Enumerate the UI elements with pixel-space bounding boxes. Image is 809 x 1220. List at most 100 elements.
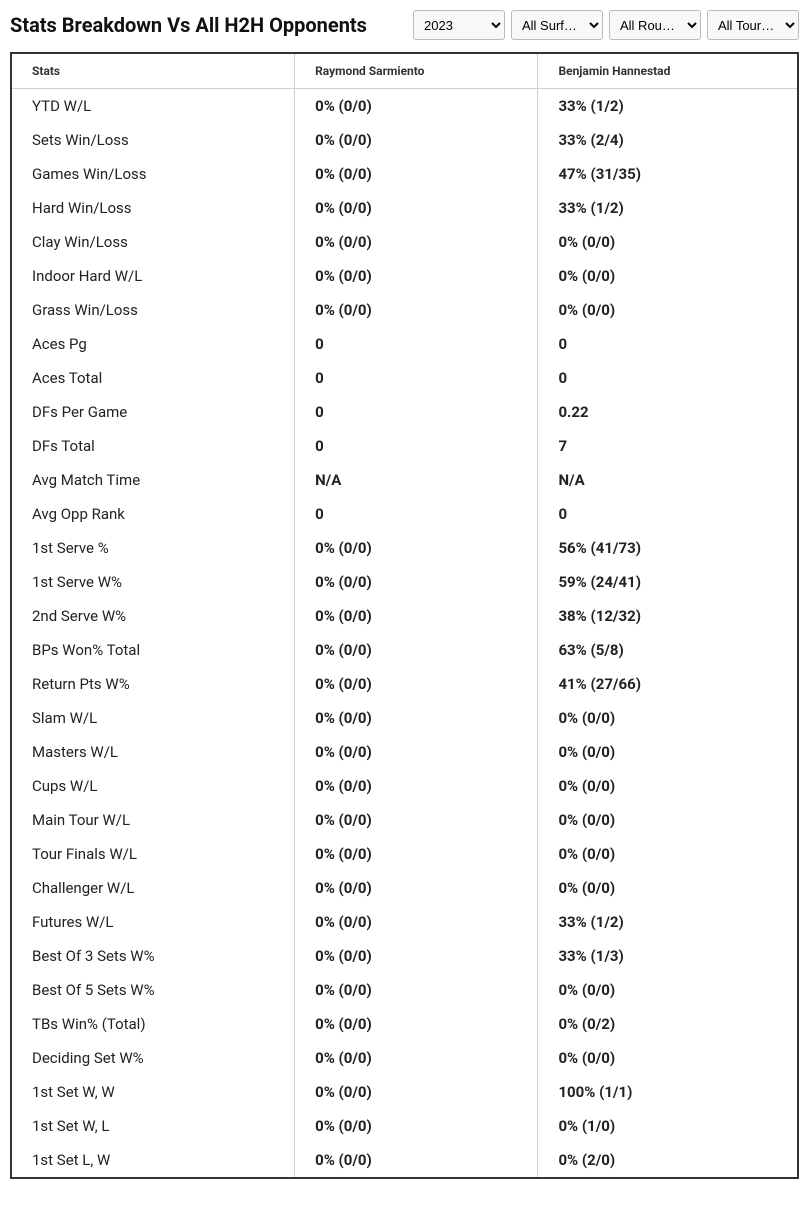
player1-value: 0% (0/0) bbox=[295, 803, 538, 837]
stat-label: TBs Win% (Total) bbox=[12, 1007, 295, 1041]
player1-value: 0% (0/0) bbox=[295, 769, 538, 803]
stats-table: Stats Raymond Sarmiento Benjamin Hannest… bbox=[12, 54, 797, 1177]
table-row: Best Of 5 Sets W%0% (0/0)0% (0/0) bbox=[12, 973, 797, 1007]
surface-select[interactable]: All Surf… bbox=[511, 10, 603, 40]
stat-label: Tour Finals W/L bbox=[12, 837, 295, 871]
stat-label: Challenger W/L bbox=[12, 871, 295, 905]
year-select[interactable]: 2023 bbox=[413, 10, 505, 40]
table-row: Indoor Hard W/L0% (0/0)0% (0/0) bbox=[12, 259, 797, 293]
tour-select[interactable]: All Tour… bbox=[707, 10, 799, 40]
page-title: Stats Breakdown Vs All H2H Opponents bbox=[10, 13, 367, 37]
player1-value: 0% (0/0) bbox=[295, 123, 538, 157]
player2-value: 33% (1/3) bbox=[538, 939, 797, 973]
player1-value: 0% (0/0) bbox=[295, 1143, 538, 1177]
stat-label: 2nd Serve W% bbox=[12, 599, 295, 633]
table-row: 1st Set W, L0% (0/0)0% (1/0) bbox=[12, 1109, 797, 1143]
player2-value: 33% (1/2) bbox=[538, 89, 797, 124]
player2-value: 7 bbox=[538, 429, 797, 463]
player2-value: 59% (24/41) bbox=[538, 565, 797, 599]
stat-label: DFs Per Game bbox=[12, 395, 295, 429]
player2-value: 0% (0/2) bbox=[538, 1007, 797, 1041]
player1-value: 0% (0/0) bbox=[295, 531, 538, 565]
player2-value: 0% (0/0) bbox=[538, 701, 797, 735]
table-row: Hard Win/Loss0% (0/0)33% (1/2) bbox=[12, 191, 797, 225]
stat-label: Avg Opp Rank bbox=[12, 497, 295, 531]
player2-value: 47% (31/35) bbox=[538, 157, 797, 191]
player2-value: 41% (27/66) bbox=[538, 667, 797, 701]
player2-value: 0% (0/0) bbox=[538, 293, 797, 327]
stats-table-container: Stats Raymond Sarmiento Benjamin Hannest… bbox=[10, 52, 799, 1179]
player2-value: 0 bbox=[538, 361, 797, 395]
stat-label: Return Pts W% bbox=[12, 667, 295, 701]
table-row: Main Tour W/L0% (0/0)0% (0/0) bbox=[12, 803, 797, 837]
player2-value: 33% (2/4) bbox=[538, 123, 797, 157]
player1-value: 0 bbox=[295, 395, 538, 429]
stat-label: YTD W/L bbox=[12, 89, 295, 124]
stat-label: Aces Total bbox=[12, 361, 295, 395]
player1-value: 0% (0/0) bbox=[295, 633, 538, 667]
player1-value: N/A bbox=[295, 463, 538, 497]
table-row: Masters W/L0% (0/0)0% (0/0) bbox=[12, 735, 797, 769]
round-select[interactable]: All Rou… bbox=[609, 10, 701, 40]
player2-value: 0% (0/0) bbox=[538, 735, 797, 769]
table-row: Tour Finals W/L0% (0/0)0% (0/0) bbox=[12, 837, 797, 871]
player2-value: 0% (0/0) bbox=[538, 871, 797, 905]
player1-value: 0% (0/0) bbox=[295, 871, 538, 905]
table-row: Aces Pg00 bbox=[12, 327, 797, 361]
player2-value: 0% (0/0) bbox=[538, 803, 797, 837]
player2-value: 0 bbox=[538, 327, 797, 361]
player1-value: 0% (0/0) bbox=[295, 1075, 538, 1109]
table-row: TBs Win% (Total)0% (0/0)0% (0/2) bbox=[12, 1007, 797, 1041]
stat-label: Best Of 5 Sets W% bbox=[12, 973, 295, 1007]
player2-value: 38% (12/32) bbox=[538, 599, 797, 633]
stat-label: Slam W/L bbox=[12, 701, 295, 735]
table-row: BPs Won% Total0% (0/0)63% (5/8) bbox=[12, 633, 797, 667]
player1-value: 0 bbox=[295, 361, 538, 395]
table-row: Clay Win/Loss0% (0/0)0% (0/0) bbox=[12, 225, 797, 259]
table-row: 1st Serve %0% (0/0)56% (41/73) bbox=[12, 531, 797, 565]
player2-value: 0% (0/0) bbox=[538, 1041, 797, 1075]
table-row: Slam W/L0% (0/0)0% (0/0) bbox=[12, 701, 797, 735]
stat-label: 1st Set L, W bbox=[12, 1143, 295, 1177]
table-row: DFs Per Game00.22 bbox=[12, 395, 797, 429]
stat-label: DFs Total bbox=[12, 429, 295, 463]
table-row: Deciding Set W%0% (0/0)0% (0/0) bbox=[12, 1041, 797, 1075]
player1-value: 0% (0/0) bbox=[295, 89, 538, 124]
player1-value: 0% (0/0) bbox=[295, 293, 538, 327]
table-row: 1st Serve W%0% (0/0)59% (24/41) bbox=[12, 565, 797, 599]
header-bar: Stats Breakdown Vs All H2H Opponents 202… bbox=[0, 0, 809, 52]
player1-value: 0% (0/0) bbox=[295, 1041, 538, 1075]
stat-label: 1st Serve W% bbox=[12, 565, 295, 599]
table-row: 2nd Serve W%0% (0/0)38% (12/32) bbox=[12, 599, 797, 633]
player1-value: 0% (0/0) bbox=[295, 701, 538, 735]
player1-value: 0 bbox=[295, 429, 538, 463]
stat-label: Clay Win/Loss bbox=[12, 225, 295, 259]
table-row: Futures W/L0% (0/0)33% (1/2) bbox=[12, 905, 797, 939]
table-row: Cups W/L0% (0/0)0% (0/0) bbox=[12, 769, 797, 803]
stat-label: Avg Match Time bbox=[12, 463, 295, 497]
stat-label: Games Win/Loss bbox=[12, 157, 295, 191]
table-row: 1st Set L, W0% (0/0)0% (2/0) bbox=[12, 1143, 797, 1177]
player2-value: 0% (0/0) bbox=[538, 259, 797, 293]
table-row: Best Of 3 Sets W%0% (0/0)33% (1/3) bbox=[12, 939, 797, 973]
player1-value: 0% (0/0) bbox=[295, 225, 538, 259]
player1-value: 0% (0/0) bbox=[295, 259, 538, 293]
player2-value: 0% (0/0) bbox=[538, 769, 797, 803]
stat-label: Aces Pg bbox=[12, 327, 295, 361]
filters: 2023 All Surf… All Rou… All Tour… bbox=[413, 10, 799, 40]
player1-value: 0% (0/0) bbox=[295, 191, 538, 225]
player2-value: 0 bbox=[538, 497, 797, 531]
player1-value: 0% (0/0) bbox=[295, 973, 538, 1007]
table-row: Avg Opp Rank00 bbox=[12, 497, 797, 531]
table-row: YTD W/L0% (0/0)33% (1/2) bbox=[12, 89, 797, 124]
player1-value: 0% (0/0) bbox=[295, 565, 538, 599]
player2-value: N/A bbox=[538, 463, 797, 497]
table-row: Games Win/Loss0% (0/0)47% (31/35) bbox=[12, 157, 797, 191]
col-header-stats: Stats bbox=[12, 54, 295, 89]
player2-value: 0% (1/0) bbox=[538, 1109, 797, 1143]
player2-value: 0% (0/0) bbox=[538, 837, 797, 871]
stat-label: 1st Set W, W bbox=[12, 1075, 295, 1109]
player1-value: 0% (0/0) bbox=[295, 667, 538, 701]
stat-label: BPs Won% Total bbox=[12, 633, 295, 667]
player1-value: 0% (0/0) bbox=[295, 939, 538, 973]
